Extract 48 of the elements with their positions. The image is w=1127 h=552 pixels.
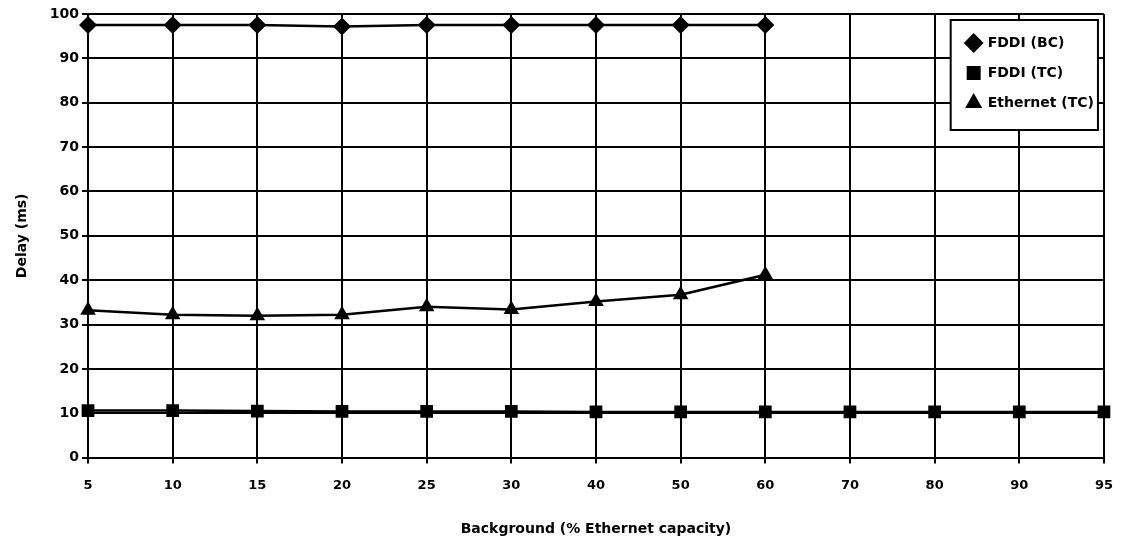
point: [756, 16, 775, 35]
x-tick-label: 90: [1010, 476, 1029, 492]
y-tick-label: 70: [59, 137, 80, 154]
y-tick-label: 90: [59, 49, 80, 65]
x-tick-label: 30: [502, 476, 521, 492]
x-tick-label: 70: [840, 476, 860, 492]
x-tick-label: 80: [925, 476, 944, 492]
point: [420, 405, 434, 418]
point: [163, 16, 182, 35]
y-tick-label: 20: [59, 359, 80, 376]
y-tick-label: 30: [59, 315, 80, 332]
x-tick-label: 25: [417, 476, 436, 492]
point: [79, 16, 98, 35]
x-tick-label: 20: [332, 476, 352, 492]
point: [335, 405, 349, 418]
point: [248, 16, 267, 35]
y-axis-title: Delay (ms): [13, 193, 30, 279]
x-tick-label: 50: [671, 476, 690, 492]
point: [250, 404, 264, 418]
point: [928, 405, 941, 419]
y-tick-label: 60: [59, 182, 80, 199]
y-tick-label: 10: [59, 403, 80, 420]
point: [674, 405, 688, 419]
point: [1012, 405, 1026, 419]
point: [502, 16, 521, 35]
x-tick-label: 5: [83, 476, 93, 492]
x-tick-label: 60: [756, 476, 775, 492]
x-tick-label: 15: [248, 476, 267, 492]
point: [586, 16, 605, 35]
point: [758, 405, 772, 419]
point: [504, 405, 518, 418]
x-axis-title: Background (% Ethernet capacity): [460, 520, 732, 537]
x-tick-label: 95: [1094, 476, 1113, 492]
point: [333, 17, 352, 36]
legend-label: FDDI (TC): [987, 63, 1064, 80]
y-tick-label: 100: [49, 4, 80, 21]
legend-label: FDDI (BC): [987, 33, 1065, 50]
point: [671, 16, 690, 35]
y-tick-label: 0: [69, 448, 80, 465]
y-tick-label: 80: [59, 93, 80, 110]
x-tick-label: 40: [586, 476, 606, 492]
point: [166, 404, 180, 417]
legend-label: Ethernet (TC): [987, 93, 1094, 110]
point: [417, 16, 436, 35]
point: [81, 404, 95, 417]
y-tick-label: 40: [59, 270, 80, 287]
x-tick-label: 10: [163, 476, 182, 492]
y-tick-label: 50: [59, 226, 80, 243]
